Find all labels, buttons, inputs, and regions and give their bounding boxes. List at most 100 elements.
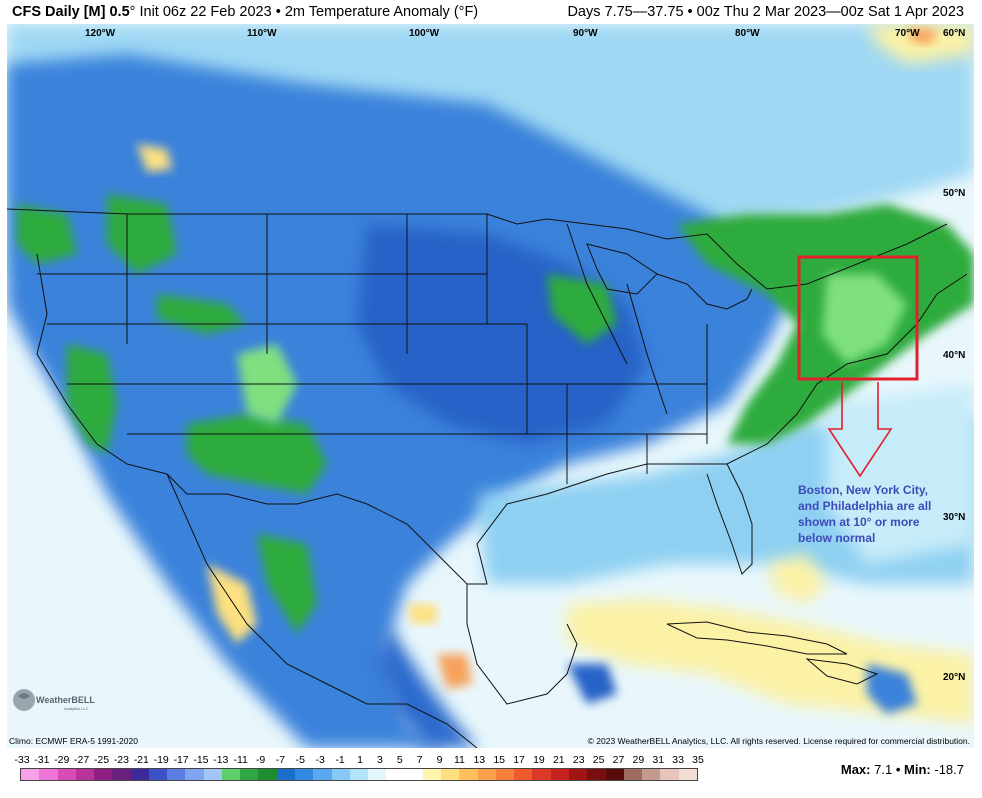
us-canada-border: [7, 208, 948, 290]
legend-tick-label: 15: [493, 754, 506, 766]
legend-tick-label: 7: [416, 754, 423, 766]
swirl-icon: [13, 689, 35, 711]
anomaly-field: [7, 24, 974, 748]
legend-tick-label: -19: [153, 754, 169, 766]
great-lakes: [586, 243, 658, 295]
legend-swatch: [568, 769, 588, 780]
legend-swatch: [313, 769, 332, 780]
legend-tick-label: 35: [692, 754, 704, 766]
copyright-note: © 2023 WeatherBELL Analytics, LLC. All r…: [587, 736, 970, 746]
lat-label: 30°N: [943, 512, 965, 523]
legend-swatch: [532, 769, 551, 780]
lat-label: 20°N: [943, 672, 965, 683]
init-time: Init 06z 22 Feb 2023: [139, 4, 272, 20]
legend-swatch: [642, 769, 661, 780]
legend-tick-label: -9: [255, 754, 266, 766]
cuba: [666, 621, 848, 655]
legend-tick-label: 27: [612, 754, 625, 766]
legend-swatch: [276, 769, 295, 780]
legend-swatch: [240, 769, 259, 780]
legend-swatch: [21, 769, 40, 780]
legend-tick-label: -3: [315, 754, 325, 766]
legend-tick-label: 31: [652, 754, 665, 766]
legend-swatch: [167, 769, 186, 780]
hispaniola: [805, 658, 879, 685]
weatherbell-logo: WeatherBELL Analytics LLC: [10, 686, 100, 716]
legend-swatch: [185, 769, 204, 780]
lon-label: 80°W: [735, 28, 760, 39]
legend-swatch: [75, 769, 95, 780]
legend-tick-label: 9: [436, 754, 443, 766]
legend-swatch: [148, 769, 168, 780]
legend-tick-label: 19: [533, 754, 545, 766]
climo-note: Climo: ECMWF ERA-5 1991-2020: [9, 736, 138, 746]
legend-tick-label: -13: [213, 754, 229, 766]
max-min: Max: 7.1 • Min: -18.7: [840, 762, 964, 777]
lon-label: 70°W: [895, 28, 920, 39]
legend-tick-label: -31: [34, 754, 50, 766]
legend-swatch: [368, 769, 387, 780]
northeast-highlight-box: [797, 255, 919, 381]
legend-ticks: -33 -31 -29 -27 -25 -23 -21 -19 -17 -15 -13 -11 -9 -7…: [12, 754, 712, 766]
legend-swatch: [258, 769, 277, 780]
legend-tick-label: 23: [572, 754, 585, 766]
legend-swatch: [514, 769, 533, 780]
legend-tick-label: -11: [233, 754, 248, 766]
header: CFS Daily [M] 0.5° Init 06z 22 Feb 2023 …: [0, 0, 982, 24]
legend-tick-label: 21: [552, 754, 565, 766]
legend-tick-label: 13: [473, 754, 486, 766]
highlight-box: [797, 255, 919, 478]
mexico-gulf-coast: [466, 584, 578, 705]
legend-swatch: [57, 769, 76, 780]
variable-name: 2m Temperature Anomaly (°F): [284, 4, 479, 20]
legend-swatch: [441, 769, 460, 780]
us-coastline: [36, 253, 968, 585]
color-legend: [20, 768, 698, 781]
legend-tick-label: 3: [376, 754, 383, 766]
legend-swatch: [660, 769, 679, 780]
legend-tick-label: -15: [193, 754, 209, 766]
legend-swatch: [331, 769, 350, 780]
legend-swatch: [203, 769, 222, 780]
legend-tick-label: -27: [74, 754, 90, 766]
legend-swatch: [349, 769, 369, 780]
legend-swatch: [221, 769, 241, 780]
lon-label: 90°W: [573, 28, 598, 39]
legend-tick-label: 1: [357, 754, 363, 766]
legend-swatch: [605, 769, 624, 780]
legend-tick-label: -17: [173, 754, 189, 766]
lon-label: 100°W: [409, 28, 440, 39]
legend-tick-label: -21: [133, 754, 149, 766]
state-lines-east: [526, 223, 708, 484]
lat-label: 60°N: [943, 28, 965, 39]
lon-label: 120°W: [85, 28, 116, 39]
logo-tagline: Analytics LLC: [64, 706, 89, 711]
legend-swatch: [94, 769, 113, 780]
legend-swatch: [459, 769, 478, 780]
lon-label: 110°W: [247, 28, 277, 39]
anomaly-map: 120°W 110°W 100°W 90°W 80°W 70°W 60°N 50…: [7, 24, 974, 748]
down-arrow-icon: [827, 382, 893, 478]
legend-tick-label: 5: [396, 754, 403, 766]
legend-tick-label: -29: [54, 754, 70, 766]
max-value: 7.1: [874, 762, 893, 777]
map-title: CFS Daily [M] 0.5° Init 06z 22 Feb 2023 …: [12, 4, 479, 20]
legend-swatch: [477, 769, 496, 780]
legend-tick-label: 11: [453, 754, 465, 766]
valid-range: Days 7.75—37.75 • 00z Thu 2 Mar 2023—00z…: [567, 4, 964, 20]
lat-label: 40°N: [943, 350, 965, 361]
legend-swatch: [294, 769, 314, 780]
legend-swatch: [495, 769, 515, 780]
florida: [706, 463, 753, 575]
legend-tick-label: 17: [513, 754, 525, 766]
great-lakes-east: [656, 273, 753, 310]
legend-swatch: [678, 769, 697, 780]
legend-swatch: [386, 769, 405, 780]
lat-label: 50°N: [943, 188, 965, 199]
model-name: CFS Daily [M] 0.5: [12, 4, 130, 20]
legend-tick-label: 29: [632, 754, 645, 766]
legend-swatch: [404, 769, 423, 780]
state-lines-ew: [37, 273, 707, 435]
legend-swatch: [550, 769, 569, 780]
legend-tick-label: -23: [113, 754, 129, 766]
